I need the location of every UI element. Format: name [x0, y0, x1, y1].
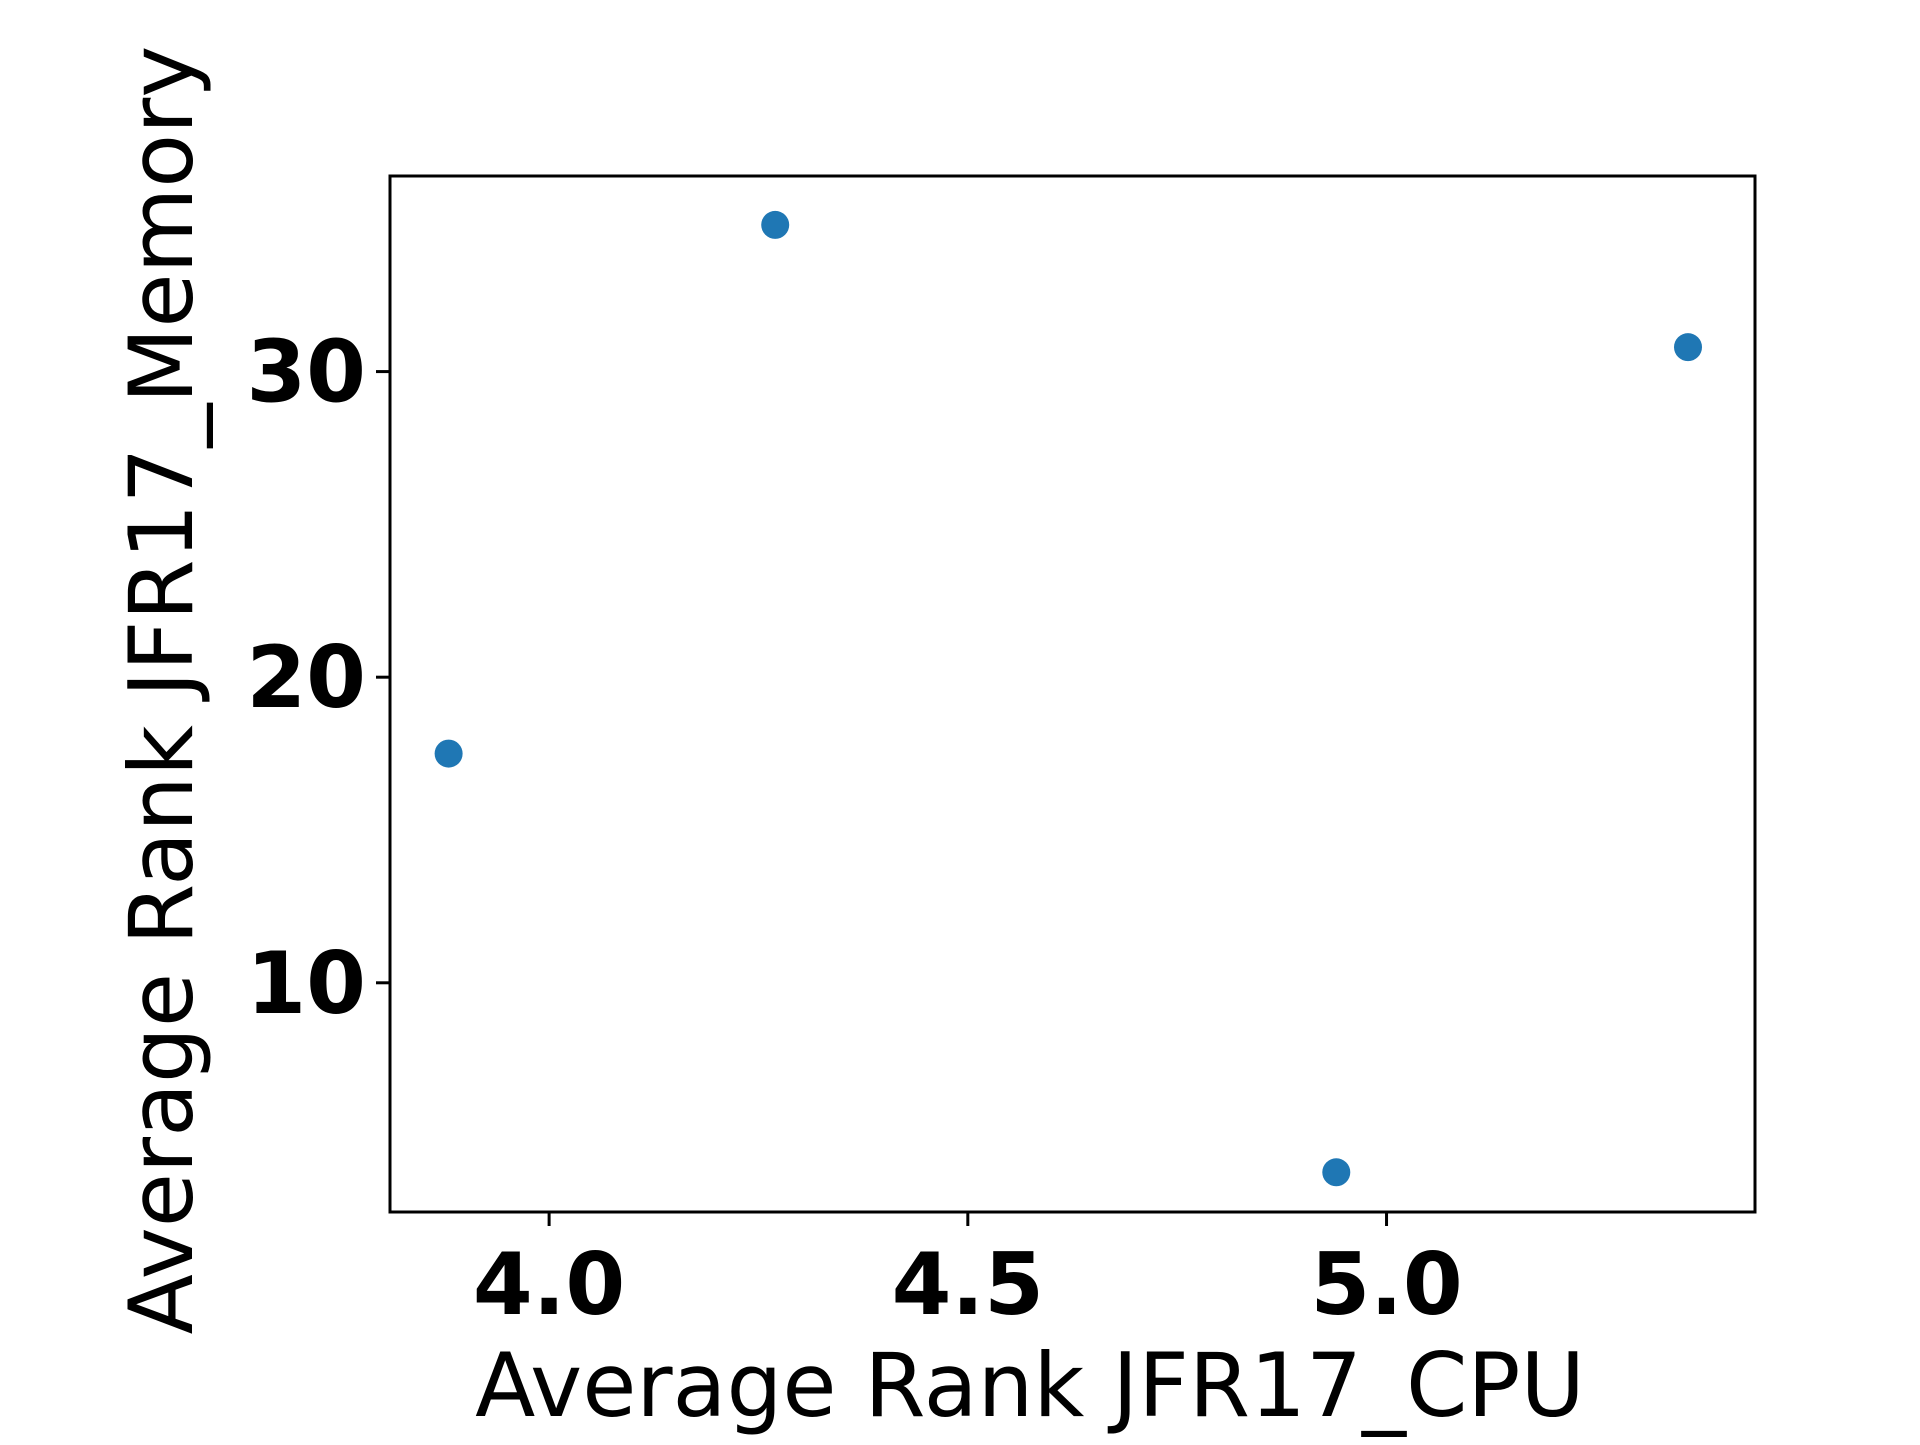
x-tick-label: 5.0 [1310, 1235, 1462, 1335]
y-axis-label: Average Rank JFR17_Memory [110, 46, 213, 1335]
data-point [1322, 1158, 1351, 1187]
x-axis: 4.0 4.5 5.0 [473, 1212, 1463, 1335]
y-axis: 10 20 30 [246, 323, 390, 1034]
y-tick-label: 20 [246, 628, 366, 728]
plot-area [388, 174, 1757, 1214]
data-points [434, 210, 1703, 1187]
x-axis-label: Average Rank JFR17_CPU [475, 1334, 1585, 1437]
data-point [1674, 333, 1703, 362]
data-point [761, 210, 790, 239]
y-tick-label: 30 [246, 323, 366, 423]
plot-frame [388, 174, 1757, 1214]
x-tick-label: 4.0 [473, 1235, 625, 1335]
y-tick-label: 10 [246, 934, 366, 1034]
x-tick-label: 4.5 [892, 1235, 1044, 1335]
data-point [434, 739, 463, 768]
